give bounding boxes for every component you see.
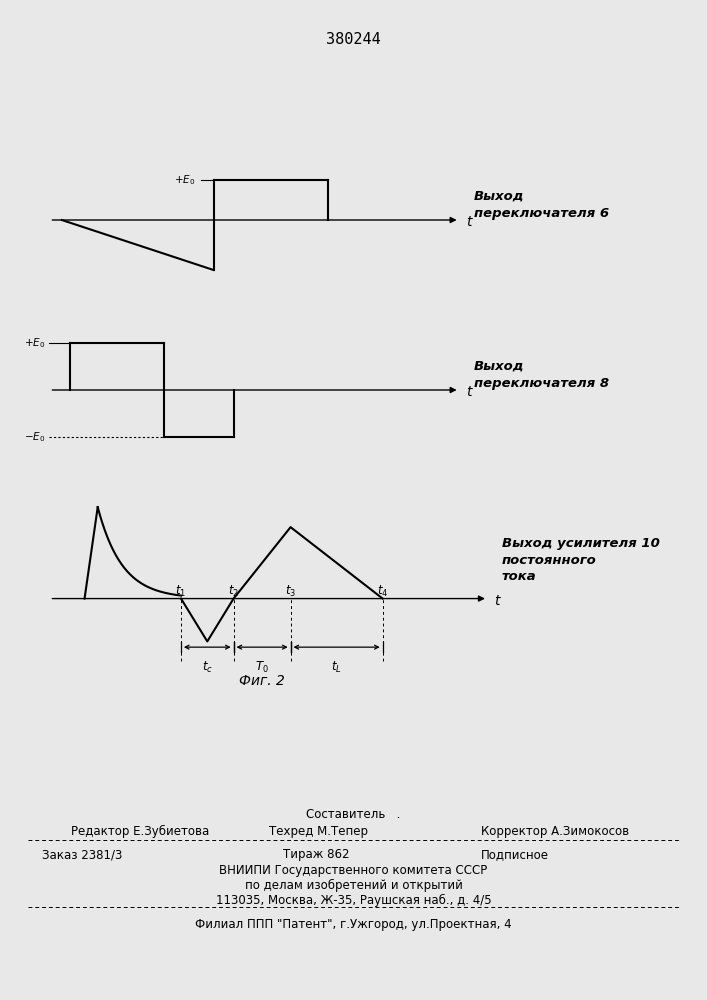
Text: Выход
переключателя 6: Выход переключателя 6 — [474, 190, 609, 220]
Text: Филиал ППП "Патент", г.Ужгород, ул.Проектная, 4: Филиал ППП "Патент", г.Ужгород, ул.Проек… — [195, 918, 512, 931]
Text: 113035, Москва, Ж-35, Раушская наб., д. 4/5: 113035, Москва, Ж-35, Раушская наб., д. … — [216, 894, 491, 907]
Text: $+E_0$: $+E_0$ — [174, 173, 195, 187]
Text: $T_0$: $T_0$ — [255, 660, 269, 675]
Text: $t_1$: $t_1$ — [175, 584, 187, 599]
Text: $t_2$: $t_2$ — [228, 584, 239, 599]
Text: ВНИИПИ Государственного комитета СССР: ВНИИПИ Государственного комитета СССР — [219, 864, 488, 877]
Text: Корректор А.Зимокосов: Корректор А.Зимокосов — [481, 825, 629, 838]
Text: Составитель   .: Составитель . — [306, 808, 401, 821]
Text: $t$: $t$ — [466, 385, 474, 399]
Text: Тираж 862: Тираж 862 — [283, 848, 349, 861]
Text: $+E_0$: $+E_0$ — [24, 336, 45, 350]
Text: Подписное: Подписное — [481, 848, 549, 861]
Text: Редактор Е.Зубиетова: Редактор Е.Зубиетова — [71, 825, 209, 838]
Text: по делам изобретений и открытий: по делам изобретений и открытий — [245, 879, 462, 892]
Text: Техред М.Тепер: Техред М.Тепер — [269, 825, 368, 838]
Text: Заказ 2381/3: Заказ 2381/3 — [42, 848, 123, 861]
Text: $t_4$: $t_4$ — [377, 584, 388, 599]
Text: $t_L$: $t_L$ — [332, 660, 342, 675]
Text: Выход усилителя 10
постоянного
тока: Выход усилителя 10 постоянного тока — [502, 536, 660, 584]
Text: Фиг. 2: Фиг. 2 — [239, 674, 284, 688]
Text: $t_3$: $t_3$ — [285, 584, 296, 599]
Text: 380244: 380244 — [326, 32, 381, 47]
Text: $t$: $t$ — [466, 215, 474, 229]
Text: Выход
переключателя 8: Выход переключателя 8 — [474, 360, 609, 390]
Text: $-E_0$: $-E_0$ — [24, 430, 45, 444]
Text: $t_c$: $t_c$ — [201, 660, 213, 675]
Text: $t$: $t$ — [494, 594, 502, 608]
